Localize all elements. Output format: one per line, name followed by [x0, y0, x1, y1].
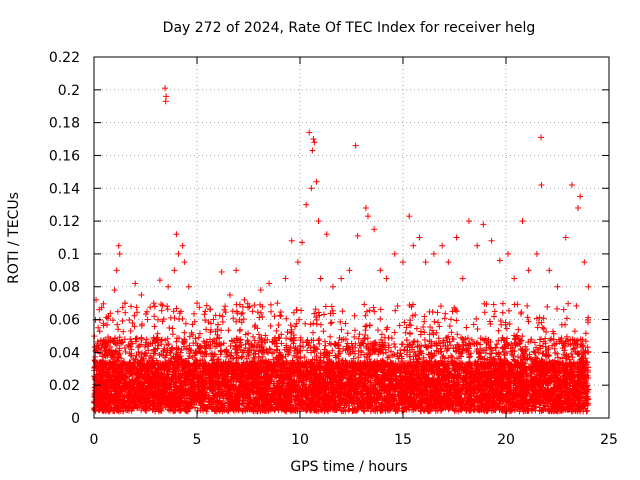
data-point-background	[151, 323, 158, 330]
data-point-background	[222, 303, 229, 310]
data-point-background	[371, 308, 378, 315]
data-point-background	[437, 303, 444, 310]
data-point-background	[114, 321, 121, 328]
data-point-background	[366, 307, 373, 314]
data-point-background	[582, 338, 589, 345]
data-point-background	[563, 315, 570, 322]
data-point-background	[503, 325, 510, 332]
data-point-background	[296, 316, 303, 323]
data-point-background	[169, 331, 176, 338]
data-point-background	[320, 328, 327, 335]
data-point-background	[470, 321, 477, 328]
data-point-background	[454, 331, 461, 338]
data-point-background	[463, 324, 470, 331]
data-point-background	[271, 313, 278, 320]
data-point-background	[259, 313, 266, 320]
data-point-background	[563, 333, 570, 340]
data-point-background	[338, 326, 345, 333]
data-point-background	[173, 338, 180, 345]
data-point-background	[436, 323, 443, 330]
data-point-background	[351, 312, 358, 319]
data-point-background	[491, 313, 498, 320]
data-point-background	[165, 341, 172, 348]
data-point-background	[158, 301, 165, 308]
data-point-background	[396, 322, 403, 329]
data-point-background	[434, 309, 441, 316]
data-point-background	[115, 326, 122, 333]
data-point-background	[122, 348, 129, 355]
data-point-background	[114, 308, 121, 315]
data-point-background	[490, 301, 497, 308]
data-point-background	[233, 318, 240, 325]
data-point-background	[104, 321, 111, 328]
data-point-background	[571, 328, 578, 335]
data-point-background	[491, 308, 498, 315]
data-point-background	[441, 315, 448, 322]
data-point-background	[413, 325, 420, 332]
data-point-background	[407, 330, 414, 337]
data-point-background	[127, 327, 134, 334]
data-point-background	[560, 306, 567, 313]
data-point-background	[402, 329, 409, 336]
data-point-background	[276, 312, 283, 319]
data-point-background	[218, 327, 225, 334]
data-point-background	[267, 301, 274, 308]
data-point-background	[385, 334, 392, 341]
data-point-background	[493, 341, 500, 348]
data-point-background	[499, 300, 506, 307]
data-point-background	[585, 348, 592, 355]
data-point-background	[431, 318, 438, 325]
data-point-background	[169, 325, 176, 332]
data-point-background	[237, 326, 244, 333]
data-point-background	[442, 310, 449, 317]
data-point-background	[173, 305, 180, 312]
data-point-background	[342, 320, 349, 327]
data-point-background	[170, 308, 177, 315]
data-point-background	[254, 309, 261, 316]
data-point-background	[287, 322, 294, 329]
data-point-background	[292, 323, 299, 330]
data-point-background	[506, 320, 513, 327]
data-point-background	[525, 318, 532, 325]
data-point-background	[164, 303, 171, 310]
data-point-background	[216, 312, 223, 319]
data-point-background	[322, 303, 329, 310]
data-point-background	[446, 323, 453, 330]
data-point-background	[544, 303, 551, 310]
data-point-background	[310, 320, 317, 327]
data-point-background	[317, 321, 324, 328]
data-point-background	[151, 313, 158, 320]
data-point-background	[364, 335, 371, 342]
data-point-background	[203, 302, 210, 309]
data-point-background	[486, 350, 493, 357]
data-point-background	[392, 344, 399, 351]
data-point-background	[553, 340, 560, 347]
data-point-background	[283, 315, 290, 322]
data-point-background	[201, 311, 208, 318]
data-point-background	[181, 329, 188, 336]
data-point-background	[377, 306, 384, 313]
data-points	[91, 85, 592, 415]
data-point-background	[275, 322, 282, 329]
data-point-background	[278, 340, 285, 347]
data-point-background	[361, 301, 368, 308]
data-point-background	[495, 327, 502, 334]
data-point-background	[328, 303, 335, 310]
data-point-background	[251, 302, 258, 309]
data-point-background	[505, 307, 512, 314]
data-point-background	[407, 317, 414, 324]
data-point-background	[524, 302, 531, 309]
data-point-background	[531, 339, 538, 346]
data-point-background	[378, 331, 385, 338]
data-point-background	[421, 313, 428, 320]
data-point-background	[327, 333, 334, 340]
data-point-background	[473, 315, 480, 322]
data-point-background	[191, 310, 198, 317]
